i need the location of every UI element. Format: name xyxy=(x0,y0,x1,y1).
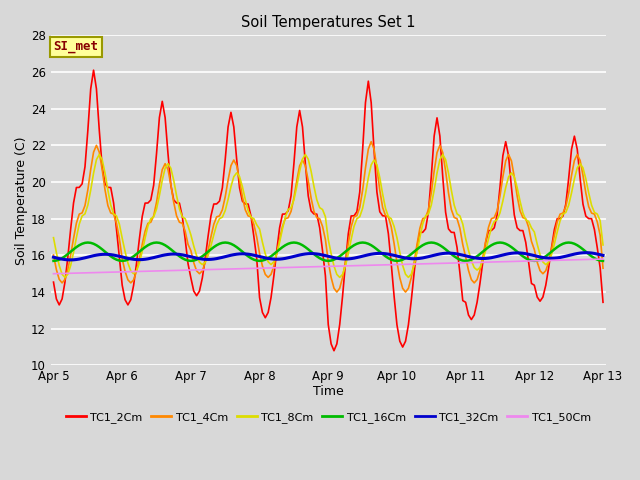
TC1_8Cm xyxy=(256,226,264,232)
TC1_2Cm xyxy=(465,312,472,318)
Line: TC1_4Cm: TC1_4Cm xyxy=(54,142,603,292)
TC1_50Cm xyxy=(462,260,470,265)
TC1_32Cm xyxy=(50,254,58,260)
TC1_8Cm xyxy=(276,240,284,245)
TC1_32Cm xyxy=(181,252,189,258)
TC1_32Cm xyxy=(67,257,74,263)
TC1_4Cm xyxy=(179,220,186,226)
TC1_32Cm xyxy=(582,250,589,255)
Line: TC1_32Cm: TC1_32Cm xyxy=(54,252,603,260)
TC1_8Cm xyxy=(467,258,475,264)
TC1_8Cm xyxy=(465,248,472,253)
TC1_2Cm xyxy=(273,248,280,253)
TC1_16Cm xyxy=(181,257,189,263)
TC1_50Cm xyxy=(459,260,467,265)
TC1_16Cm xyxy=(599,258,607,264)
TC1_32Cm xyxy=(599,252,607,258)
TC1_50Cm xyxy=(250,265,258,271)
TC1_2Cm xyxy=(467,317,475,323)
TC1_16Cm xyxy=(462,258,470,264)
TC1_50Cm xyxy=(270,265,278,271)
TC1_8Cm xyxy=(599,242,607,248)
TC1_50Cm xyxy=(599,256,607,262)
TC1_32Cm xyxy=(462,253,470,259)
TC1_2Cm xyxy=(90,67,97,73)
Line: TC1_16Cm: TC1_16Cm xyxy=(54,242,603,261)
TC1_8Cm xyxy=(95,152,103,157)
Line: TC1_2Cm: TC1_2Cm xyxy=(54,70,603,351)
TC1_2Cm xyxy=(330,348,338,354)
TC1_50Cm xyxy=(50,271,58,276)
TC1_50Cm xyxy=(390,262,398,267)
TC1_2Cm xyxy=(50,279,58,285)
TC1_16Cm xyxy=(273,249,280,254)
Line: TC1_50Cm: TC1_50Cm xyxy=(54,259,603,274)
TC1_16Cm xyxy=(253,258,260,264)
Title: Soil Temperatures Set 1: Soil Temperatures Set 1 xyxy=(241,15,415,30)
TC1_16Cm xyxy=(465,258,472,264)
TC1_4Cm xyxy=(270,263,278,269)
TC1_16Cm xyxy=(84,240,92,245)
TC1_32Cm xyxy=(273,256,280,262)
Line: TC1_8Cm: TC1_8Cm xyxy=(54,155,603,277)
TC1_32Cm xyxy=(253,253,260,259)
TC1_8Cm xyxy=(396,250,404,255)
TC1_2Cm xyxy=(253,256,260,262)
TC1_2Cm xyxy=(181,236,189,242)
TC1_32Cm xyxy=(393,253,401,259)
TC1_8Cm xyxy=(50,235,58,240)
TC1_4Cm xyxy=(393,259,401,265)
TC1_2Cm xyxy=(396,338,404,344)
TC1_4Cm xyxy=(465,267,472,273)
Text: SI_met: SI_met xyxy=(53,40,99,53)
TC1_4Cm xyxy=(250,221,258,227)
TC1_4Cm xyxy=(367,139,375,144)
TC1_8Cm xyxy=(184,223,192,229)
TC1_8Cm xyxy=(61,275,68,280)
TC1_4Cm xyxy=(467,277,475,283)
TC1_32Cm xyxy=(465,253,472,259)
Legend: TC1_2Cm, TC1_4Cm, TC1_8Cm, TC1_16Cm, TC1_32Cm, TC1_50Cm: TC1_2Cm, TC1_4Cm, TC1_8Cm, TC1_16Cm, TC1… xyxy=(61,407,595,427)
TC1_4Cm xyxy=(50,252,58,258)
TC1_4Cm xyxy=(402,289,410,295)
TC1_16Cm xyxy=(393,258,401,264)
TC1_2Cm xyxy=(599,300,607,305)
Y-axis label: Soil Temperature (C): Soil Temperature (C) xyxy=(15,136,28,264)
TC1_4Cm xyxy=(599,265,607,271)
TC1_16Cm xyxy=(50,258,58,264)
X-axis label: Time: Time xyxy=(313,384,344,397)
TC1_50Cm xyxy=(179,267,186,273)
